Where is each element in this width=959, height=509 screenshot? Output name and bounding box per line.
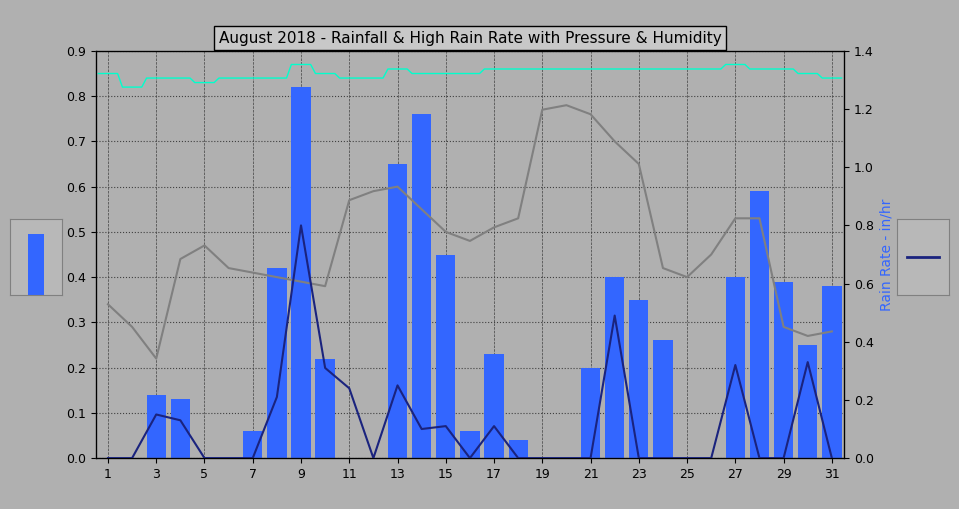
Bar (316, 358, 335, 458)
Bar (147, 395, 166, 458)
Bar (726, 277, 745, 458)
Bar (28, 234, 44, 295)
Bar (750, 191, 769, 458)
Bar (412, 114, 432, 458)
Bar (387, 164, 408, 458)
Bar (484, 354, 503, 458)
Bar (581, 367, 600, 458)
Bar (171, 399, 190, 458)
Bar (292, 87, 311, 458)
Bar (436, 254, 456, 458)
Bar (629, 300, 648, 458)
Bar (774, 281, 793, 458)
Title: August 2018 - Rainfall & High Rain Rate with Pressure & Humidity: August 2018 - Rainfall & High Rain Rate … (219, 31, 721, 46)
Y-axis label: Rain Rate - in/hr: Rain Rate - in/hr (879, 199, 893, 310)
Y-axis label: Rain - in: Rain - in (47, 226, 60, 283)
Bar (605, 277, 624, 458)
Bar (653, 341, 672, 458)
Bar (822, 286, 841, 458)
Bar (268, 268, 287, 458)
Bar (798, 345, 817, 458)
Bar (460, 431, 480, 458)
Bar (243, 431, 263, 458)
Bar (508, 440, 527, 458)
